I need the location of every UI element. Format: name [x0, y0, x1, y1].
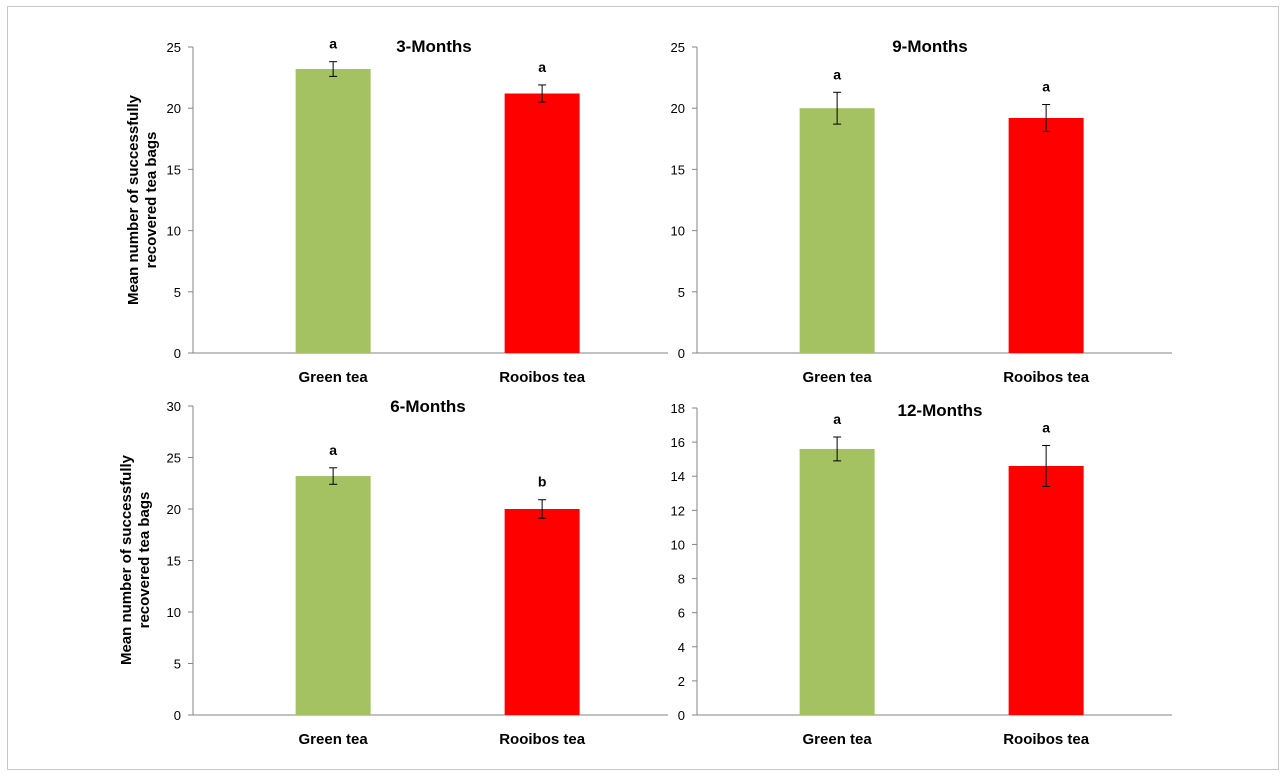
y-tick-label: 20: [671, 101, 685, 116]
bar-1: [295, 69, 371, 354]
significance-letter-1: a: [329, 442, 337, 458]
category-label-2: Rooibos tea: [1003, 731, 1089, 748]
y-tick-label: 0: [678, 346, 685, 361]
y-tick-label: 0: [678, 708, 685, 723]
y-tick-label: 8: [678, 572, 685, 587]
y-tick-label: 15: [167, 162, 181, 177]
category-label-1: Green tea: [803, 369, 873, 386]
bar-1: [295, 476, 371, 715]
y-tick-label: 14: [671, 469, 685, 484]
bar-1: [799, 448, 875, 715]
category-label-1: Green tea: [299, 731, 369, 748]
significance-letter-2: a: [538, 59, 546, 75]
bar-1: [799, 108, 875, 353]
significance-letter-1: a: [833, 411, 841, 427]
error-bar-2: [1042, 445, 1051, 487]
y-tick-label: 15: [167, 554, 181, 569]
y-tick-label: 10: [671, 224, 685, 239]
y-tick-label: 5: [678, 285, 685, 300]
chart-title: 3-Months: [396, 37, 472, 56]
bar-2: [504, 93, 580, 354]
y-tick-label: 0: [174, 346, 181, 361]
y-axis-label-line: recovered tea bags: [136, 492, 153, 629]
error-bar-1: [833, 436, 842, 462]
y-tick-label: 16: [671, 435, 685, 450]
chart-panel-2: 0 5 10 15 20 25 a Green tea a Rooibos tea 9-Months: [671, 37, 1172, 386]
y-tick-label: 10: [167, 224, 181, 239]
bar-2: [1008, 117, 1084, 353]
y-tick-label: 20: [167, 101, 181, 116]
y-tick-label: 20: [167, 502, 181, 517]
y-tick-label: 18: [671, 401, 685, 416]
y-tick-label: 25: [167, 451, 181, 466]
y-tick-label: 10: [671, 537, 685, 552]
y-tick-label: 12: [671, 503, 685, 518]
category-label-1: Green tea: [299, 369, 369, 386]
y-tick-label: 4: [678, 640, 685, 655]
significance-letter-1: a: [833, 66, 841, 82]
y-tick-label: 25: [167, 40, 181, 55]
chart-panel-3: 0 5 10 15 20 25 30 a Green tea b Rooibos tea 6-Mont…: [118, 397, 668, 748]
significance-letter-2: a: [1042, 420, 1050, 436]
y-axis-label-line: Mean number of successfully: [125, 94, 142, 305]
error-bar-1: [329, 467, 338, 485]
bar-2: [1008, 465, 1084, 715]
y-axis-label: Mean number of successfullyrecovered tea…: [118, 454, 153, 665]
y-tick-label: 5: [174, 285, 181, 300]
y-tick-label: 5: [174, 657, 181, 672]
chart-title: 6-Months: [390, 397, 466, 416]
significance-letter-1: a: [329, 36, 337, 52]
category-label-1: Green tea: [803, 731, 873, 748]
bar-2: [504, 509, 580, 715]
y-tick-label: 0: [174, 708, 181, 723]
category-label-2: Rooibos tea: [499, 369, 585, 386]
y-tick-label: 15: [671, 162, 685, 177]
y-tick-label: 30: [167, 399, 181, 414]
y-tick-label: 6: [678, 606, 685, 621]
y-axis-label: Mean number of successfullyrecovered tea…: [125, 94, 160, 305]
category-label-2: Rooibos tea: [499, 731, 585, 748]
chart-panel-1: 0 5 10 15 20 25 a Green tea a Rooibos tea 3-Months…: [125, 36, 668, 386]
chart-title: 12-Months: [898, 401, 983, 420]
y-tick-label: 2: [678, 674, 685, 689]
error-bar-2: [538, 84, 547, 103]
y-tick-label: 10: [167, 605, 181, 620]
error-bar-1: [329, 61, 338, 77]
error-bar-2: [1042, 104, 1051, 132]
category-label-2: Rooibos tea: [1003, 369, 1089, 386]
error-bar-2: [538, 499, 547, 519]
significance-letter-2: a: [1042, 79, 1050, 95]
y-tick-label: 25: [671, 40, 685, 55]
significance-letter-2: b: [538, 474, 547, 490]
y-axis-label-line: recovered tea bags: [143, 132, 160, 269]
y-axis-label-line: Mean number of successfully: [118, 454, 135, 665]
error-bar-1: [833, 91, 842, 125]
chart-panel-4: 0 2 4 6 8 10 12 14 16 18 a Green tea a Rooibos tea 12-…: [671, 401, 1172, 748]
chart-title: 9-Months: [892, 37, 968, 56]
